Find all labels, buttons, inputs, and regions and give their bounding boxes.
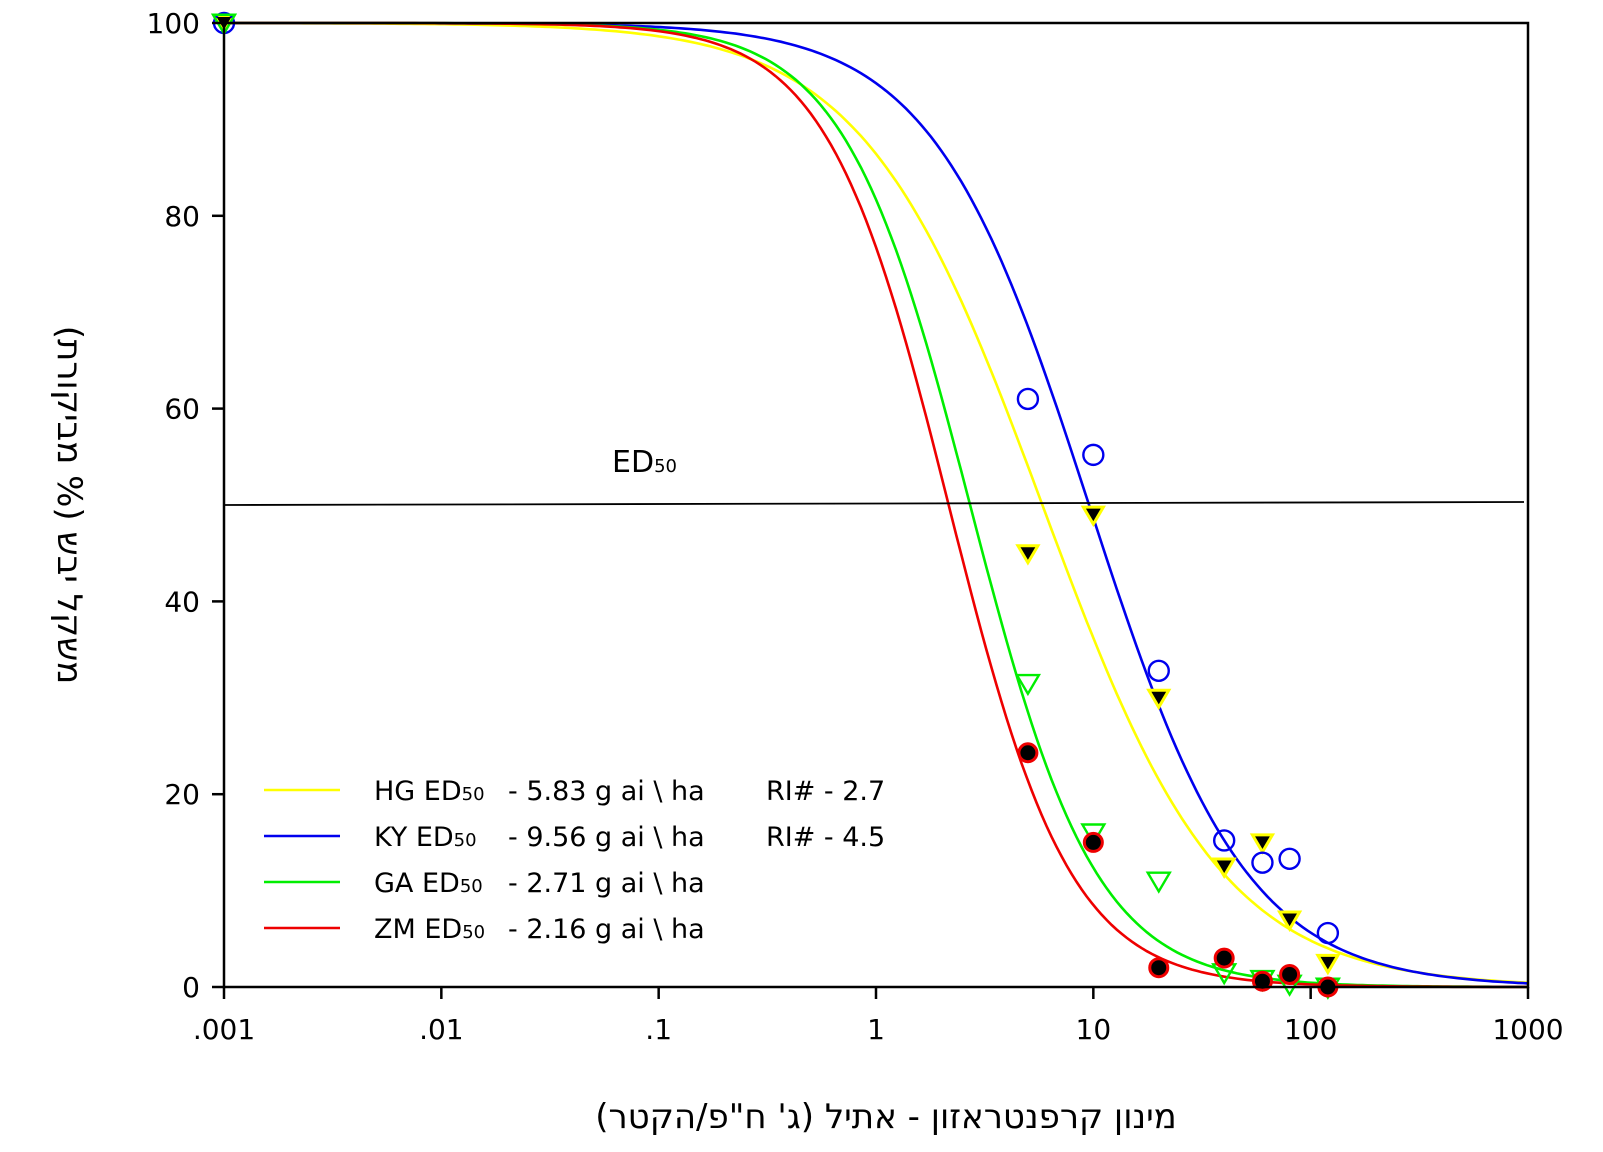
y-tick-label: 0: [182, 971, 200, 1004]
legend-label-zm: ZM ED50: [374, 914, 485, 945]
point-zm: [1213, 947, 1235, 969]
x-tick-label: .01: [419, 1013, 464, 1046]
legend-value-ga: - 2.71 g ai \ ha: [508, 868, 705, 899]
y-tick-label: 40: [164, 585, 200, 618]
point-ky: [1082, 443, 1105, 467]
y-tick-label: 100: [147, 7, 200, 40]
x-axis-title: מינון קרפנטראזון - אתיל (ג' ח"פ/הקטר): [595, 1097, 1177, 1137]
point-hg: [1249, 833, 1276, 855]
x-tick-label: .001: [193, 1013, 255, 1046]
y-tick-label: 60: [164, 393, 200, 426]
legend-ri-ky: RI# - 4.5: [766, 822, 885, 853]
point-ky: [1147, 659, 1170, 683]
point-ky: [1278, 847, 1301, 870]
legend-label-sub-hg: 50: [462, 784, 485, 805]
point-zm: [1148, 957, 1170, 979]
legend-label-sub-ky: 50: [454, 830, 477, 851]
legend-label-sub-ga: 50: [460, 876, 483, 897]
point-ky: [1251, 851, 1274, 874]
point-zm: [1017, 742, 1039, 764]
ed50-reference-label: ED50: [612, 445, 677, 480]
ed50-reference-layer: ED50: [223, 445, 1525, 506]
y-tick-label: 80: [164, 200, 200, 233]
x-tick-label: 100: [1284, 1013, 1337, 1046]
point-hg: [1276, 910, 1303, 932]
legend-value-ky: - 9.56 g ai \ ha: [508, 822, 705, 853]
point-ky: [1316, 921, 1340, 945]
point-hg: [1015, 544, 1041, 566]
point-ky: [1016, 387, 1040, 411]
legend-ri-hg: RI# - 2.7: [766, 776, 885, 807]
points-layer: [210, 11, 1341, 1000]
point-ga: [1145, 871, 1172, 894]
point-ky: [1212, 829, 1236, 852]
x-tick-label: 10: [1076, 1013, 1112, 1046]
point-ga: [1014, 673, 1042, 697]
legend-label-ky: KY ED50: [374, 822, 477, 853]
y-tick-label: 20: [164, 778, 200, 811]
x-tick-label: .1: [645, 1013, 672, 1046]
legend: HG ED50- 5.83 g ai \ ha RI# - 2.7KY ED50-…: [264, 776, 885, 945]
legend-label-sub-zm: 50: [462, 922, 485, 943]
axes-layer: .001 .01 .1 1 10 100 1000 0 20 40 60 80 100: [147, 7, 1564, 1046]
ed50-reference-line: [223, 501, 1525, 506]
point-zm: [1251, 970, 1273, 992]
point-zm: [1082, 831, 1104, 853]
x-tick-label: 1000: [1492, 1013, 1563, 1046]
legend-value-hg: - 5.83 g ai \ ha: [508, 776, 705, 807]
ed50-reference-label-sub: 50: [654, 456, 677, 477]
point-hg: [1315, 953, 1341, 976]
legend-value-zm: - 2.16 g ai \ ha: [508, 914, 705, 945]
point-hg: [1211, 857, 1237, 879]
point-zm: [1279, 963, 1301, 985]
legend-label-ga: GA ED50: [374, 868, 483, 899]
point-hg: [1146, 688, 1172, 711]
legend-label-hg: HG ED50: [374, 776, 485, 807]
y-axis-title: משקל יבש (% מביקורת): [49, 326, 89, 685]
x-tick-label: 1: [867, 1013, 885, 1046]
point-hg: [1080, 505, 1106, 528]
